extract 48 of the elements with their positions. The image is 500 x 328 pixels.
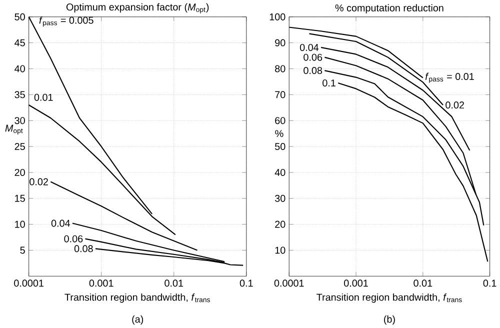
text: (a) xyxy=(132,315,144,325)
y-tick-label: 80 xyxy=(275,65,286,72)
x-tick-label: 0.01 xyxy=(164,280,184,287)
y-tick-label: 5 xyxy=(20,246,25,254)
text: (b) xyxy=(384,315,395,325)
series-label: 0.02 xyxy=(446,102,464,109)
y-tick-label: 70 xyxy=(275,91,286,98)
series-label: 0.04 xyxy=(51,220,70,227)
series-label: 0.06 xyxy=(64,235,83,242)
y-tick-label: 50 xyxy=(14,13,25,20)
y-tick-label: 10 xyxy=(275,246,286,254)
y-tick-label: 100 xyxy=(270,13,286,20)
y-tick-label: 20 xyxy=(14,168,25,176)
series-label: 0.08 xyxy=(74,245,93,252)
chart-title: % computation reduction xyxy=(335,4,444,14)
y-tick-label: 50 xyxy=(275,143,286,150)
series-label: 0.06 xyxy=(304,54,322,61)
chart-title: Optimum expansion factor (M$_{opt}$) xyxy=(66,3,209,14)
y-axis-title: M$_{opt}$ xyxy=(5,124,23,135)
y-tick-label: 40 xyxy=(274,168,286,176)
y-tick-label: 45 xyxy=(14,39,25,46)
y-tick-label: 10 xyxy=(15,220,25,228)
y-tick-label: 15 xyxy=(15,194,25,202)
y-tick-label: 25 xyxy=(14,143,25,150)
y-tick-label: 60 xyxy=(275,117,286,124)
x-tick-label: 0.01 xyxy=(414,280,432,287)
y-tick-label: 20 xyxy=(275,220,286,228)
series-label: 0.1 xyxy=(322,80,336,87)
x-axis-title: Transition region bandwidth, f$_{trans}$ xyxy=(316,293,462,303)
series-label: 0.08 xyxy=(304,67,322,74)
legend-label: f$_{pass}$ = 0.005 xyxy=(39,16,94,27)
series-label: 0.02 xyxy=(30,178,48,186)
y-axis-title: % xyxy=(275,130,284,138)
x-tick-label: 0.001 xyxy=(89,280,114,287)
x-tick-label: 0.1 xyxy=(483,280,496,287)
series-label: 0.01 xyxy=(34,94,53,101)
y-tick-label: 30 xyxy=(14,117,25,124)
y-tick-label: 40 xyxy=(14,65,25,72)
x-tick-label: 0.001 xyxy=(344,280,368,287)
series-label: f$_{pass}$ = 0.01 xyxy=(425,72,474,83)
x-axis-title: Transition region bandwidth, f$_{trans}$ xyxy=(64,293,210,303)
x-tick-label: 0.1 xyxy=(240,280,253,287)
x-tick-label: 0.0001 xyxy=(274,280,304,287)
y-tick-label: 90 xyxy=(275,39,286,46)
y-tick-label: 35 xyxy=(14,91,25,98)
y-tick-label: 30 xyxy=(274,194,286,202)
series-label: 0.04 xyxy=(300,44,319,51)
x-tick-label: 0.0001 xyxy=(14,280,44,287)
